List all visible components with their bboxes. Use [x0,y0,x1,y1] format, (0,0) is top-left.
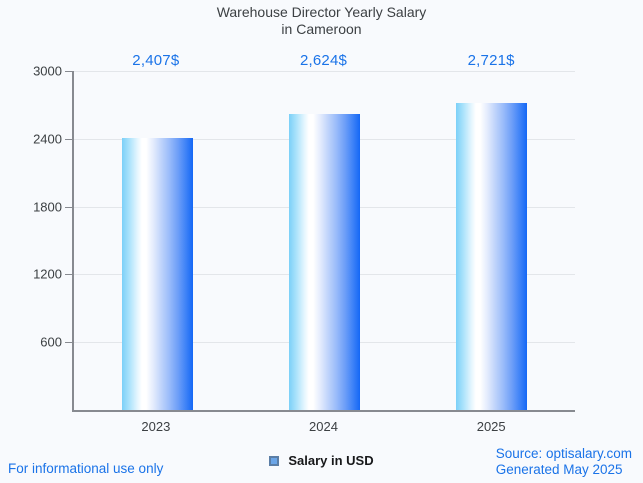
y-axis-label-2400: 2400 [33,131,62,147]
plot-area: 3000 2400 1800 1200 600 [33,64,575,412]
legend-label: Salary in USD [288,453,374,468]
y-axis-label-1200: 1200 [33,266,62,282]
x-axis-label-2023: 2023 [141,419,171,434]
bar-2025 [456,102,527,410]
bar-slot-2024 [241,71,408,410]
bar-slot-2023 [74,71,241,410]
y-tick-2400 [65,138,74,140]
bar-2024 [289,113,360,410]
y-axis-label-600: 600 [40,334,62,350]
y-tick-600 [65,342,74,344]
chart-title: Warehouse Director Yearly Salary in Came… [0,4,643,38]
source-link[interactable]: Source: optisalary.com [495,446,632,461]
gridline-3000 [74,71,575,72]
bar-value-labels: 2,407$ 2,624$ 2,721$ [72,52,575,69]
chart-title-line1: Warehouse Director Yearly Salary [216,4,427,20]
legend-item[interactable]: Salary in USD [0,453,643,468]
chart-title-line2: in Cameroon [281,21,362,37]
y-axis-label-3000: 3000 [33,63,62,79]
y-axis-label-1800: 1800 [33,199,62,215]
y-tick-3000 [65,71,74,72]
x-axis-labels: 2023 2024 2025 [72,419,575,434]
bar-2023 [122,138,193,410]
disclaimer-text: For informational use only [8,461,164,476]
x-axis-label-2024: 2024 [309,419,338,434]
x-axis-label-2025: 2025 [476,419,506,434]
value-label-2025: 2,721$ [467,52,515,69]
value-label-2023: 2,407$ [132,52,180,69]
generated-text: Generated May 2025 [495,462,623,477]
bar-slot-2025 [408,71,575,410]
bars-layer [74,71,575,410]
value-label-2024: 2,624$ [299,52,348,69]
y-tick-1800 [65,206,74,208]
y-tick-1200 [65,274,74,276]
legend-square-icon [269,455,280,466]
source-block: Source: optisalary.com Generated May 202… [496,446,632,478]
